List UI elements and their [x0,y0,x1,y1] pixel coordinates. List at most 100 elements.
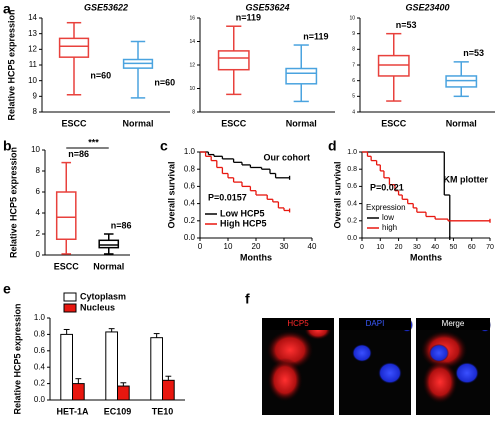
y-tick-label: 9 [33,91,38,100]
x-tick-label: 30 [280,242,289,251]
label-band [339,318,411,330]
image-label: DAPI [366,319,385,328]
y-tick-label: 8 [192,109,195,115]
x-tick-label: 60 [468,244,476,251]
box [285,67,318,85]
bar [150,337,164,401]
box [58,37,90,58]
x-tick-label: 70 [486,244,494,251]
x-tick-label: EC109 [104,406,132,416]
x-tick-label: Normal [93,261,124,271]
y-tick-label: 10 [349,15,355,21]
y-tick-label: 6 [352,78,355,84]
y-axis-label: Relative HCP5 expression [8,147,18,258]
x-tick-label: HET-1A [56,406,89,416]
box [377,54,410,77]
n-label: n=119 [236,13,261,23]
chart-title: GSE53624 [245,2,289,12]
y-tick-label: 0.6 [184,182,196,191]
x-tick-label: 10 [224,242,233,251]
y-tick-label: 11 [29,60,38,69]
y-tick-label: 14 [28,13,37,22]
y-axis-label: Relative HCP5 expression [12,303,22,414]
y-tick-label: 0.4 [184,199,196,208]
legend-title: Expression [366,203,406,212]
nucleus [352,344,372,362]
panel-letter: d [328,138,337,154]
n-label: n=60 [90,70,111,80]
annotation: P=0.0157 [208,192,247,202]
x-tick-label: 20 [252,242,261,251]
nucleus [378,362,402,384]
panel-letter: b [3,138,12,154]
y-tick-label: 14 [189,39,195,45]
x-tick-label: 30 [413,244,421,251]
y-tick-label: 8 [352,47,355,53]
x-axis-label: Months [240,252,272,262]
x-tick-label: Normal [122,118,153,128]
x-tick-label: TE10 [152,406,174,416]
y-tick-label: 12 [28,44,37,53]
y-tick-label: 0 [36,250,41,259]
y-tick-label: 0.0 [347,235,357,242]
y-tick-label: 0.8 [34,330,46,339]
y-tick-label: 7 [352,62,355,68]
y-tick-label: 0.2 [184,216,196,225]
y-tick-label: 1.0 [184,147,196,156]
cell [267,358,303,402]
x-tick-label: ESCC [381,118,407,128]
y-tick-label: 12 [189,62,195,68]
n-label: n=60 [154,77,175,87]
micrographs: HCP5 DAPI Merge [262,318,491,415]
nucleus [455,362,479,384]
n-label: n=53 [463,48,484,58]
x-tick-label: 40 [431,244,439,251]
panel-letter: f [245,291,250,307]
y-axis-label: Overall survival [166,161,176,228]
x-tick-label: ESCC [221,118,247,128]
x-tick-label: ESCC [54,261,80,271]
x-tick-label: Normal [286,118,317,128]
y-tick-label: 0.6 [347,183,357,190]
y-tick-label: 6 [36,187,41,196]
y-tick-label: 1.0 [34,313,46,322]
bar [117,385,130,401]
chart-title: GSE53622 [84,2,128,12]
x-axis-label: Months [410,252,442,262]
y-tick-label: 9 [352,31,355,37]
box [98,239,120,249]
y-tick-label: 0.8 [347,166,357,173]
label-band [262,318,334,330]
image-dapi [339,318,411,415]
x-tick-label: 0 [198,242,203,251]
box [55,191,77,240]
chart-title: GSE23400 [405,2,449,12]
x-tick-label: ESCC [61,118,87,128]
legend-swatch [63,292,77,302]
bar [60,333,73,401]
significance: *** [88,137,99,147]
y-tick-label: 4 [36,208,41,217]
y-tick-label: 10 [189,86,195,92]
legend-label: Low HCP5 [220,208,265,218]
n-label: n=53 [396,20,417,30]
y-tick-label: 8 [33,107,38,116]
y-tick-label: 5 [352,94,355,100]
y-tick-label: 0.4 [34,362,46,371]
x-tick-label: 20 [395,244,403,251]
y-tick-label: 4 [352,109,355,115]
box [445,75,478,88]
y-tick-label: 2 [36,229,41,238]
legend-label: low [382,213,394,222]
image-label: HCP5 [287,319,309,328]
y-tick-label: 0.6 [34,346,46,355]
x-tick-label: 50 [450,244,458,251]
panel-letter: e [3,281,11,297]
box [217,50,250,71]
label-band [416,318,490,330]
y-tick-label: 0.4 [347,200,357,207]
bar [72,383,85,401]
image-label: Merge [442,319,465,328]
annotation: KM plotter [444,174,489,184]
